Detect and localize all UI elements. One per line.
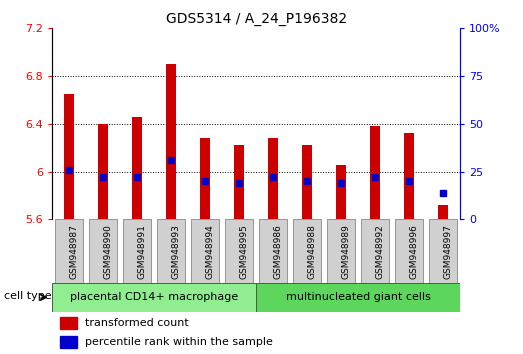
Text: GSM948989: GSM948989 xyxy=(341,224,350,279)
Bar xyxy=(61,316,77,329)
FancyBboxPatch shape xyxy=(259,219,287,283)
FancyBboxPatch shape xyxy=(123,219,151,283)
Text: GSM948987: GSM948987 xyxy=(69,224,78,279)
Bar xyxy=(61,336,77,348)
FancyBboxPatch shape xyxy=(191,219,219,283)
FancyBboxPatch shape xyxy=(55,219,83,283)
Text: percentile rank within the sample: percentile rank within the sample xyxy=(85,337,273,347)
Text: placental CD14+ macrophage: placental CD14+ macrophage xyxy=(70,292,238,302)
FancyBboxPatch shape xyxy=(52,283,256,312)
Text: GSM948994: GSM948994 xyxy=(205,224,214,279)
Bar xyxy=(132,117,142,219)
Text: GSM948986: GSM948986 xyxy=(273,224,282,279)
Bar xyxy=(234,145,244,219)
Bar xyxy=(268,138,278,219)
FancyBboxPatch shape xyxy=(429,219,457,283)
Text: GSM948991: GSM948991 xyxy=(137,224,146,279)
Text: GSM948993: GSM948993 xyxy=(171,224,180,279)
Title: GDS5314 / A_24_P196382: GDS5314 / A_24_P196382 xyxy=(166,12,347,26)
Bar xyxy=(438,205,448,219)
Text: GSM948996: GSM948996 xyxy=(409,224,418,279)
Bar xyxy=(370,126,380,219)
FancyBboxPatch shape xyxy=(225,219,253,283)
Text: transformed count: transformed count xyxy=(85,318,189,327)
Text: GSM948995: GSM948995 xyxy=(239,224,248,279)
Text: multinucleated giant cells: multinucleated giant cells xyxy=(286,292,431,302)
Bar xyxy=(166,64,176,219)
Text: GSM948988: GSM948988 xyxy=(307,224,316,279)
Bar xyxy=(98,124,108,219)
Bar xyxy=(336,165,346,219)
Bar xyxy=(64,94,74,219)
FancyBboxPatch shape xyxy=(256,283,460,312)
FancyBboxPatch shape xyxy=(395,219,423,283)
FancyBboxPatch shape xyxy=(293,219,321,283)
FancyBboxPatch shape xyxy=(157,219,185,283)
Text: GSM948990: GSM948990 xyxy=(103,224,112,279)
FancyBboxPatch shape xyxy=(89,219,117,283)
FancyBboxPatch shape xyxy=(327,219,355,283)
Text: GSM948992: GSM948992 xyxy=(375,224,384,279)
Text: cell type: cell type xyxy=(4,291,52,301)
Bar xyxy=(404,133,414,219)
FancyBboxPatch shape xyxy=(361,219,389,283)
Bar xyxy=(200,138,210,219)
Bar xyxy=(302,145,312,219)
Text: GSM948997: GSM948997 xyxy=(444,224,452,279)
